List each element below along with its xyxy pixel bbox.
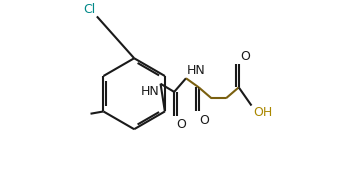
Text: OH: OH [253, 106, 272, 119]
Text: HN: HN [141, 85, 159, 98]
Text: HN: HN [187, 64, 206, 77]
Text: Cl: Cl [84, 2, 96, 15]
Text: O: O [200, 114, 209, 127]
Text: O: O [240, 50, 250, 63]
Text: O: O [176, 118, 186, 131]
